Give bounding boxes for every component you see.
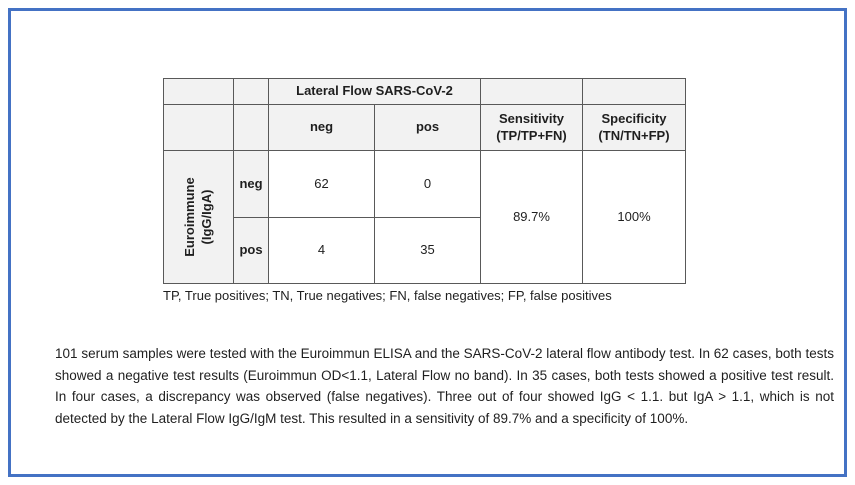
specificity-header-line1: Specificity (601, 111, 667, 127)
column-group-header: Lateral Flow SARS-CoV-2 (268, 78, 481, 105)
column-header-sensitivity: Sensitivity (TP/TP+FN) (480, 104, 583, 151)
sensitivity-header-line2: (TP/TP+FN) (496, 127, 567, 143)
row-group-header-euroimmune: Euroimmune (IgG/IgA) (163, 150, 234, 284)
empty-cell (233, 78, 269, 105)
column-header-pos: pos (374, 104, 481, 151)
confusion-matrix-table: Lateral Flow SARS-CoV-2 neg pos Sensitiv… (163, 78, 686, 284)
cell-sensitivity-value: 89.7% (480, 150, 583, 284)
row-header-neg: neg (233, 150, 269, 218)
table-footnote: TP, True positives; TN, True negatives; … (163, 288, 612, 303)
euroimmune-label-line2: (IgG/IgA) (198, 189, 214, 245)
cell-true-positives: 35 (374, 217, 481, 284)
empty-cell (582, 78, 686, 105)
empty-cell (163, 104, 234, 151)
specificity-header-line2: (TN/TN+FP) (598, 127, 670, 143)
description-paragraph: 101 serum samples were tested with the E… (55, 346, 834, 426)
empty-cell (480, 78, 583, 105)
table-row: pos 4 35 (164, 217, 686, 284)
sensitivity-header-line1: Sensitivity (498, 111, 565, 127)
empty-cell (163, 78, 234, 105)
column-header-neg: neg (268, 104, 375, 151)
column-header-specificity: Specificity (TN/TN+FP) (582, 104, 686, 151)
empty-cell (233, 104, 269, 151)
table-row: Lateral Flow SARS-CoV-2 (163, 78, 686, 105)
cell-true-negatives: 62 (268, 150, 375, 218)
table-row: Euroimmune (IgG/IgA) neg 62 0 89.7% 100% (163, 150, 686, 284)
row-header-pos: pos (233, 217, 269, 284)
textbox-border (8, 8, 847, 477)
cell-false-positives: 0 (374, 150, 481, 218)
row-group-header-text: Euroimmune (IgG/IgA) (182, 177, 216, 256)
euroimmune-label-line1: Euroimmune (181, 177, 197, 257)
cell-false-negatives: 4 (268, 217, 375, 284)
cell-specificity-value: 100% (582, 150, 686, 284)
table-row: neg pos Sensitivity (TP/TP+FN) Specifici… (163, 104, 686, 151)
